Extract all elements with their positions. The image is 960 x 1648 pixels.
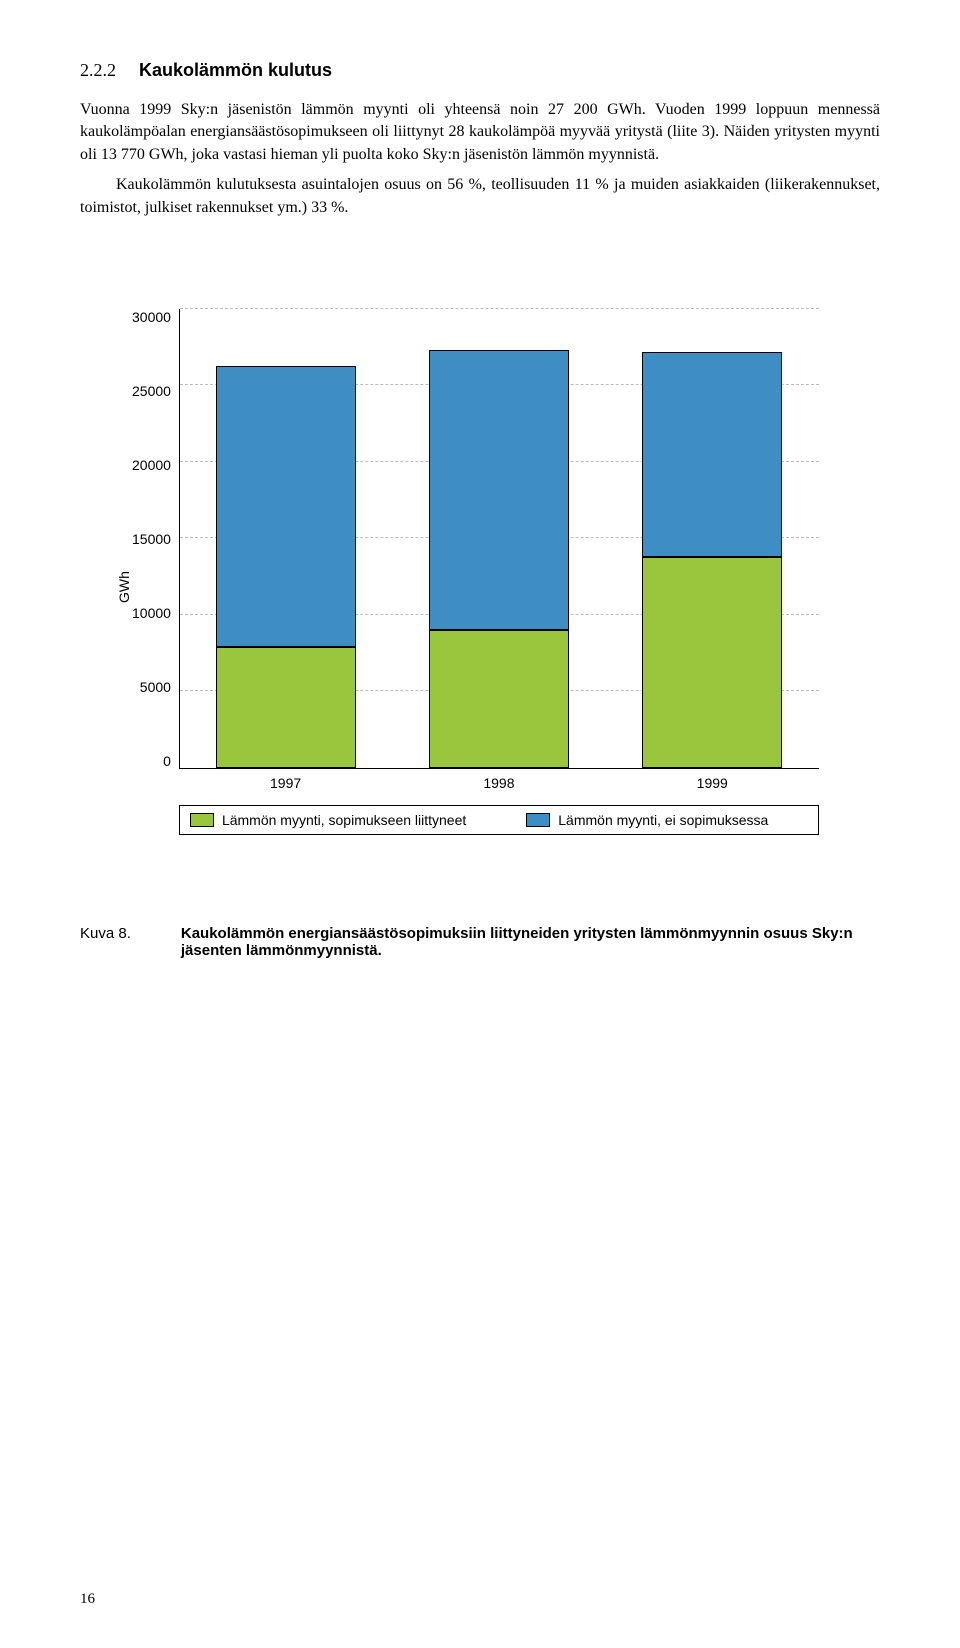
bar-col — [429, 309, 569, 768]
legend-item-b: Lämmön myynti, ei sopimuksessa — [526, 812, 768, 828]
xtick: 1997 — [270, 775, 301, 791]
ytick: 20000 — [132, 457, 171, 473]
page-number: 16 — [80, 1591, 95, 1608]
bar-segment-bottom — [216, 647, 356, 768]
bar-segment-bottom — [429, 630, 569, 768]
bars — [180, 309, 819, 768]
legend-label-a: Lämmön myynti, sopimukseen liittyneet — [222, 812, 466, 828]
ytick: 25000 — [132, 383, 171, 399]
ytick: 15000 — [132, 531, 171, 547]
caption-label: Kuva 8. — [80, 925, 131, 959]
legend-item-a: Lämmön myynti, sopimukseen liittyneet — [190, 812, 466, 828]
ytick: 0 — [163, 753, 171, 769]
ytick: 10000 — [132, 605, 171, 621]
bar-col — [216, 309, 356, 768]
section-number: 2.2.2 — [80, 60, 116, 80]
legend-label-b: Lämmön myynti, ei sopimuksessa — [558, 812, 768, 828]
legend-swatch-a — [190, 813, 214, 827]
y-axis-label: GWh — [110, 309, 132, 835]
bar-segment-bottom — [642, 557, 782, 768]
ytick: 30000 — [132, 309, 171, 325]
section-title: Kaukolämmön kulutus — [139, 60, 332, 80]
x-axis-ticks: 1997 1998 1999 — [179, 775, 819, 791]
xtick: 1999 — [697, 775, 728, 791]
xtick: 1998 — [483, 775, 514, 791]
plot-area — [179, 309, 819, 769]
y-axis-ticks: 30000 25000 20000 15000 10000 5000 0 — [132, 309, 179, 769]
bar-segment-top — [216, 366, 356, 648]
paragraph-2: Kaukolämmön kulutuksesta asuintalojen os… — [80, 174, 880, 219]
legend: Lämmön myynti, sopimukseen liittyneet Lä… — [179, 805, 819, 835]
paragraph-1: Vuonna 1999 Sky:n jäsenistön lämmön myyn… — [80, 99, 880, 166]
caption-text: Kaukolämmön energiansäästösopimuksiin li… — [181, 925, 880, 959]
figure-caption: Kuva 8. Kaukolämmön energiansäästösopimu… — [80, 925, 880, 959]
bar-segment-top — [429, 350, 569, 630]
bar-col — [642, 309, 782, 768]
ytick: 5000 — [140, 679, 171, 695]
section-heading: 2.2.2 Kaukolämmön kulutus — [80, 60, 880, 81]
chart: GWh 30000 25000 20000 15000 10000 5000 0… — [110, 309, 880, 835]
legend-swatch-b — [526, 813, 550, 827]
bar-segment-top — [642, 352, 782, 557]
